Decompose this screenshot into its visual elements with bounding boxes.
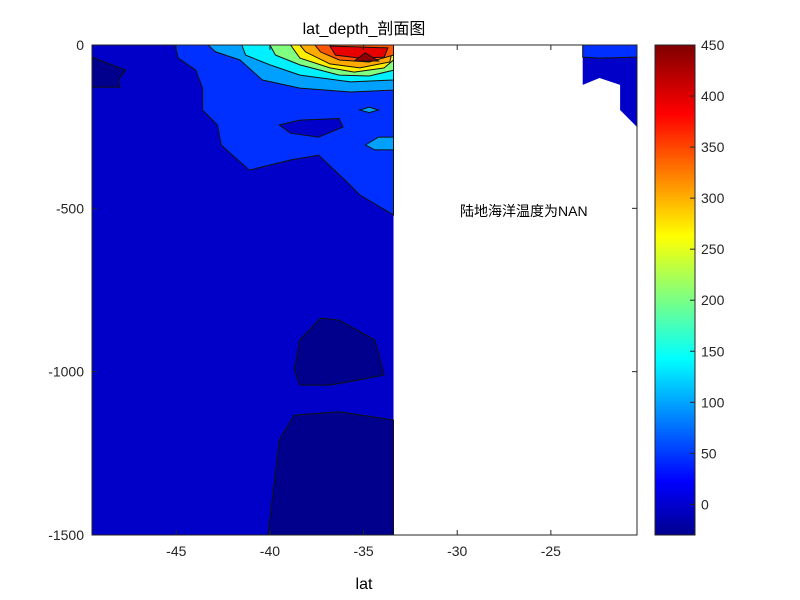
contour-regions: [92, 45, 637, 535]
colorbar-tick-label: 450: [701, 37, 725, 53]
colorbar-ticks: 0 50 100 150 200 250 300 350 400 450: [690, 37, 725, 512]
contour-region-level--20: [92, 56, 127, 88]
colorbar-tick-label: 300: [701, 190, 725, 206]
x-tick-label: -25: [541, 543, 561, 559]
contour-region-level-50: [582, 45, 637, 59]
nan-annotation: 陆地海洋温度为NAN: [460, 203, 588, 219]
x-tick-label: -30: [447, 543, 467, 559]
contour-region-level-0: [278, 117, 344, 138]
x-tick-label: -35: [353, 543, 373, 559]
colorbar-tick-label: 200: [701, 292, 725, 308]
x-axis-label: lat: [356, 576, 373, 593]
y-tick-label: -1000: [48, 364, 84, 380]
colorbar-tick-label: 250: [701, 241, 725, 257]
colorbar: [654, 44, 696, 536]
x-tick-label: -45: [166, 543, 186, 559]
colorbar-tick-label: 50: [701, 445, 717, 461]
colorbar-tick-label: 400: [701, 88, 725, 104]
contour-region-level--20: [293, 317, 385, 386]
contour-region-level-100: [358, 106, 381, 114]
plot-frame: [91, 44, 638, 536]
colorbar-tick-label: 100: [701, 394, 725, 410]
y-tick-label: 0: [76, 37, 84, 53]
y-tick-label: -500: [56, 200, 84, 216]
axes: -45 -40 -35 -30 -25 0 -500 -1000 -1500: [48, 37, 637, 559]
colorbar-tick-label: 150: [701, 343, 725, 359]
contour-region-level-0: [92, 45, 394, 535]
contour-region-level-450: [352, 52, 381, 62]
colorbar-tick-label: 350: [701, 139, 725, 155]
x-tick-label: -40: [260, 543, 280, 559]
colorbar-tick-label: 0: [701, 496, 709, 512]
contour-region-level-100: [364, 136, 394, 151]
y-tick-label: -1500: [48, 527, 84, 543]
contour-region-level--20: [267, 411, 394, 535]
chart-title: lat_depth_剖面图: [303, 20, 426, 38]
contour-region-level-0: [582, 45, 637, 127]
